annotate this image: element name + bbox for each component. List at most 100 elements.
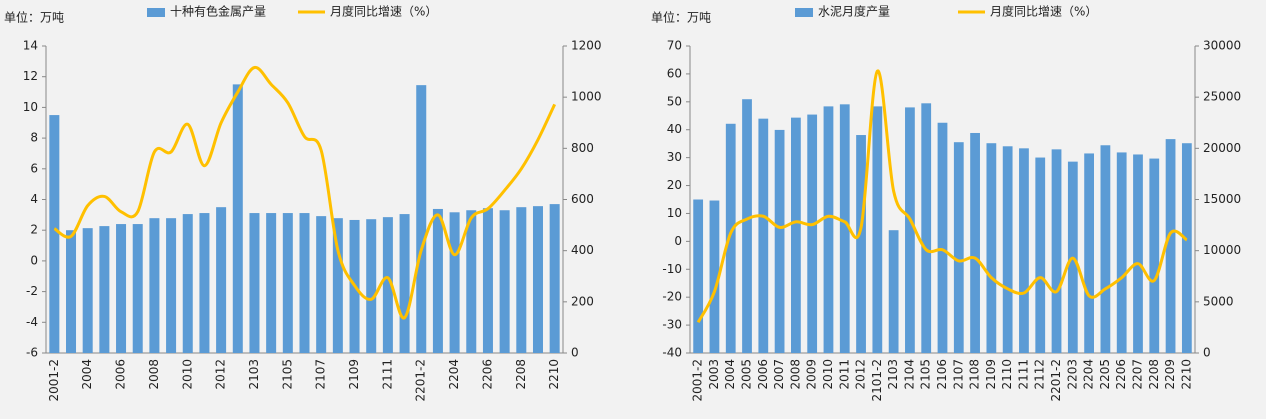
bar bbox=[1165, 139, 1176, 353]
y-tick-label: -10 bbox=[662, 262, 682, 276]
bar bbox=[1181, 143, 1192, 353]
x-tick-label: 2205 bbox=[1098, 359, 1112, 390]
bar bbox=[1035, 157, 1046, 353]
bar bbox=[366, 219, 377, 353]
bar bbox=[516, 207, 527, 353]
x-tick-label: 2201-2 bbox=[1049, 359, 1063, 402]
bar bbox=[1019, 148, 1029, 353]
bar bbox=[482, 208, 493, 353]
legend-label: 水泥月度产量 bbox=[818, 4, 890, 19]
x-tick-label: 2210 bbox=[547, 359, 561, 390]
y2-tick-label: 30000 bbox=[1203, 39, 1241, 53]
bar bbox=[182, 214, 193, 353]
x-tick-label: 2010 bbox=[821, 359, 835, 390]
y-tick-label: 12 bbox=[23, 69, 38, 83]
x-tick-label: 2101-2 bbox=[870, 359, 884, 402]
x-tick-label: 2111 bbox=[1016, 359, 1030, 390]
y2-tick-label: 1000 bbox=[571, 90, 602, 104]
y2-tick-label: 15000 bbox=[1203, 192, 1241, 206]
x-tick-label: 2011 bbox=[837, 359, 851, 390]
bar bbox=[549, 204, 560, 353]
x-tick-label: 2009 bbox=[805, 359, 819, 390]
y-tick-label: 8 bbox=[30, 131, 38, 145]
bar bbox=[709, 200, 720, 353]
x-tick-label: 2112 bbox=[1033, 359, 1047, 390]
y-tick-label: 14 bbox=[23, 39, 38, 53]
bar bbox=[742, 99, 752, 353]
x-tick-label: 2203 bbox=[1065, 359, 1079, 390]
x-tick-label: 2003 bbox=[707, 359, 721, 390]
y2-tick-label: 600 bbox=[571, 192, 594, 206]
unit-label: 单位：万吨 bbox=[651, 10, 711, 25]
y-tick-label: 10 bbox=[667, 206, 682, 220]
x-tick-label: 2109 bbox=[984, 359, 998, 390]
y2-tick-label: 800 bbox=[571, 141, 594, 155]
bar bbox=[1051, 149, 1062, 353]
x-tick-label: 2104 bbox=[902, 359, 916, 390]
y2-tick-label: 10000 bbox=[1203, 243, 1241, 257]
bar bbox=[1133, 154, 1143, 353]
x-tick-label: 2103 bbox=[247, 359, 261, 390]
x-tick-label: 2209 bbox=[1163, 359, 1177, 390]
bar bbox=[856, 135, 866, 353]
y-tick-label: -40 bbox=[662, 346, 682, 360]
legend-label: 月度同比增速（%） bbox=[990, 4, 1097, 19]
bar bbox=[432, 208, 443, 353]
bar bbox=[449, 212, 460, 353]
bar bbox=[693, 199, 704, 353]
bar bbox=[116, 224, 127, 353]
x-tick-label: 2206 bbox=[480, 359, 494, 390]
y-tick-label: 6 bbox=[30, 161, 38, 175]
bar bbox=[399, 214, 410, 353]
y-tick-label: 10 bbox=[23, 100, 38, 114]
bar bbox=[839, 104, 850, 353]
x-tick-label: 2007 bbox=[772, 359, 786, 390]
bar bbox=[905, 107, 915, 354]
bar bbox=[1084, 153, 1094, 353]
x-tick-label: 2004 bbox=[723, 359, 737, 390]
x-tick-label: 2008 bbox=[788, 359, 802, 390]
line bbox=[53, 65, 557, 320]
x-tick-label: 2006 bbox=[756, 359, 770, 390]
x-tick-label: 2001-2 bbox=[691, 359, 705, 402]
y-tick-label: 40 bbox=[667, 122, 682, 136]
y-tick-label: 0 bbox=[674, 234, 682, 248]
bar bbox=[132, 224, 143, 353]
x-tick-label: 2109 bbox=[347, 359, 361, 390]
y-tick-label: 20 bbox=[667, 178, 682, 192]
bar bbox=[99, 226, 110, 353]
x-tick-label: 2004 bbox=[80, 359, 94, 390]
bar bbox=[807, 114, 818, 354]
y2-tick-label: 0 bbox=[1203, 346, 1211, 360]
legend-label: 月度同比增速（%） bbox=[330, 4, 437, 19]
x-tick-label: 2206 bbox=[1114, 359, 1128, 390]
x-tick-label: 2010 bbox=[180, 359, 194, 390]
bar bbox=[282, 213, 293, 353]
bar bbox=[299, 213, 310, 353]
y2-tick-label: 25000 bbox=[1203, 90, 1241, 104]
y2-tick-label: 5000 bbox=[1203, 294, 1234, 308]
y-tick-label: -6 bbox=[26, 346, 38, 360]
bar bbox=[791, 117, 801, 353]
bar bbox=[725, 123, 736, 353]
y-tick-label: 30 bbox=[667, 150, 682, 164]
bar bbox=[1149, 158, 1160, 353]
x-tick-label: 2008 bbox=[147, 359, 161, 390]
x-tick-label: 2107 bbox=[314, 359, 328, 390]
x-tick-label: 2204 bbox=[447, 359, 461, 390]
x-tick-label: 2012 bbox=[214, 359, 228, 390]
bar bbox=[937, 122, 948, 353]
legend-label: 十种有色金属产量 bbox=[170, 4, 266, 19]
bar bbox=[986, 143, 997, 353]
bar bbox=[382, 217, 393, 353]
bar bbox=[66, 230, 77, 353]
x-tick-label: 2006 bbox=[114, 359, 128, 390]
x-tick-label: 2005 bbox=[740, 359, 754, 390]
bar bbox=[1116, 152, 1127, 353]
bar bbox=[1100, 145, 1111, 353]
bar bbox=[953, 142, 964, 353]
bar bbox=[1002, 146, 1013, 353]
bar bbox=[199, 213, 210, 353]
x-tick-label: 2103 bbox=[886, 359, 900, 390]
